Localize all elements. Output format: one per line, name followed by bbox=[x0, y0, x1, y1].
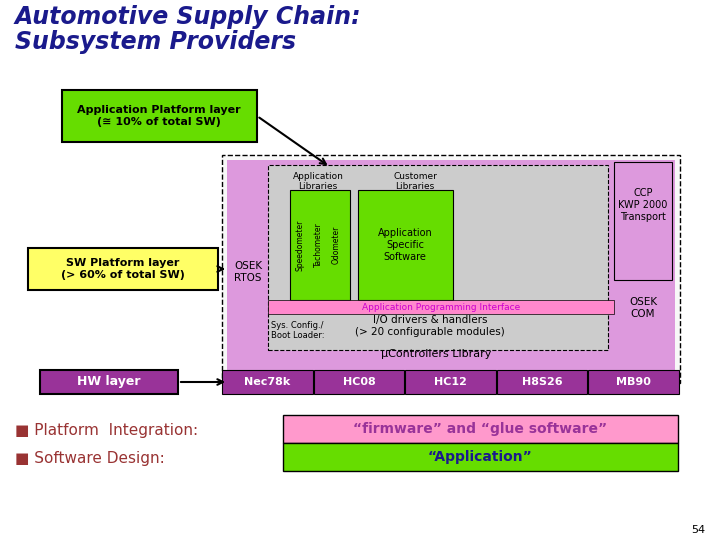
Text: Subsystem Providers: Subsystem Providers bbox=[15, 30, 296, 54]
Text: ■ Software Design:: ■ Software Design: bbox=[15, 450, 165, 465]
Text: HC08: HC08 bbox=[343, 377, 375, 387]
Bar bbox=[283, 415, 678, 443]
Bar bbox=[405, 370, 496, 394]
Bar bbox=[268, 165, 608, 350]
Text: Speedometer: Speedometer bbox=[295, 219, 305, 271]
Text: Customer
Libraries: Customer Libraries bbox=[393, 172, 437, 191]
Bar bbox=[222, 370, 312, 394]
Bar bbox=[40, 370, 178, 394]
Text: Application Platform layer
(≅ 10% of total SW): Application Platform layer (≅ 10% of tot… bbox=[77, 105, 240, 127]
Text: Application Programming Interface: Application Programming Interface bbox=[362, 302, 520, 312]
Text: 54: 54 bbox=[691, 525, 705, 535]
Bar bbox=[497, 370, 588, 394]
Text: H8S26: H8S26 bbox=[522, 377, 562, 387]
Text: Sys. Config./: Sys. Config./ bbox=[271, 321, 323, 330]
Bar bbox=[314, 370, 404, 394]
Text: Automotive Supply Chain:: Automotive Supply Chain: bbox=[15, 5, 361, 29]
Text: CCP
KWP 2000
Transport: CCP KWP 2000 Transport bbox=[618, 188, 667, 221]
Text: OSEK
COM: OSEK COM bbox=[629, 297, 657, 319]
Bar bbox=[290, 190, 350, 300]
Bar bbox=[28, 248, 218, 290]
Text: SW Platform layer
(> 60% of total SW): SW Platform layer (> 60% of total SW) bbox=[61, 258, 185, 280]
Bar bbox=[614, 162, 672, 280]
Bar bbox=[283, 443, 678, 471]
Text: μControllers Library: μControllers Library bbox=[381, 349, 491, 359]
Bar bbox=[222, 155, 680, 383]
Text: Application
Specific
Software: Application Specific Software bbox=[377, 228, 433, 261]
Text: “firmware” and “glue software”: “firmware” and “glue software” bbox=[353, 422, 607, 436]
Text: ■ Platform  Integration:: ■ Platform Integration: bbox=[15, 422, 198, 437]
Text: “Application”: “Application” bbox=[428, 450, 532, 464]
Text: Application
Libraries: Application Libraries bbox=[292, 172, 343, 191]
Text: Tachometer: Tachometer bbox=[313, 222, 323, 267]
Bar bbox=[358, 190, 453, 300]
Text: HW layer: HW layer bbox=[77, 375, 140, 388]
Bar bbox=[268, 300, 614, 314]
Text: HC12: HC12 bbox=[434, 377, 467, 387]
Bar bbox=[62, 90, 257, 142]
Text: Boot Loader:: Boot Loader: bbox=[271, 332, 325, 341]
Text: OSEK
RTOS: OSEK RTOS bbox=[234, 261, 262, 283]
Text: Nec78k: Nec78k bbox=[244, 377, 290, 387]
Text: (> 20 configurable modules): (> 20 configurable modules) bbox=[355, 327, 505, 337]
Bar bbox=[588, 370, 679, 394]
Text: I/O drivers & handlers: I/O drivers & handlers bbox=[373, 315, 487, 325]
Bar bbox=[227, 160, 675, 378]
Text: MB90: MB90 bbox=[616, 377, 651, 387]
Text: Odometer: Odometer bbox=[331, 226, 341, 264]
